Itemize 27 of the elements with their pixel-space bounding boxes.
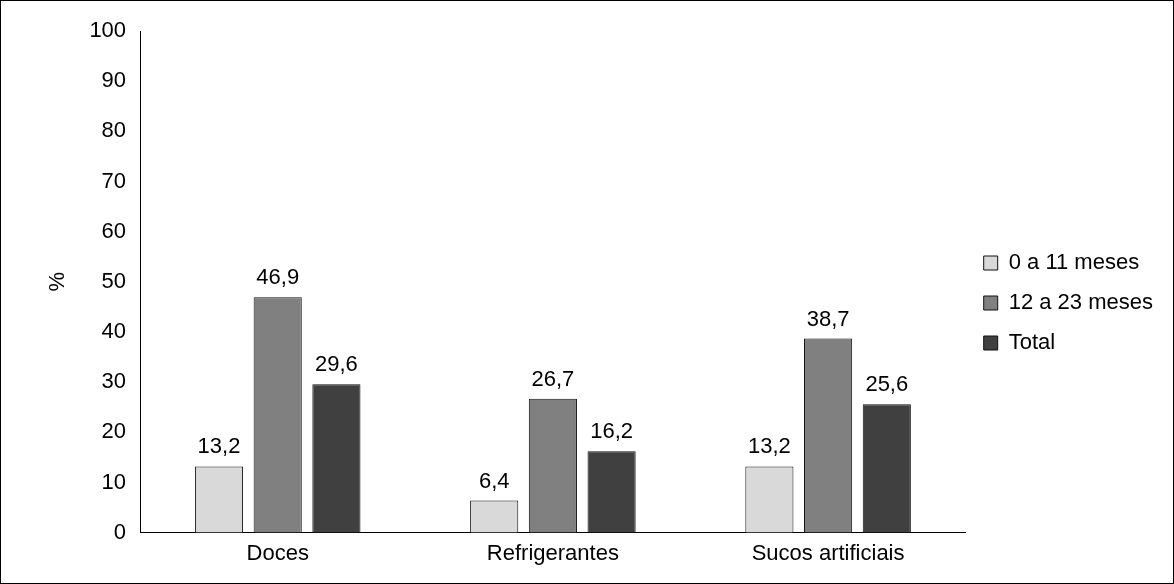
y-tick-label: 60: [101, 217, 127, 243]
x-tick-label: Sucos artificiais: [751, 539, 905, 565]
y-tick-label: 90: [101, 67, 127, 93]
data-label: 13,2: [197, 433, 241, 459]
legend-label: 0 a 11 meses: [1008, 249, 1140, 275]
y-tick-label: 20: [101, 418, 127, 444]
y-tick-label: 0: [113, 518, 127, 544]
y-tick-label: 70: [101, 167, 127, 193]
legend-label: Total: [1008, 329, 1056, 355]
y-tick-label: 100: [89, 17, 127, 43]
y-tick-label: 30: [101, 368, 127, 394]
y-tick-label: 50: [101, 267, 127, 293]
data-label: 29,6: [315, 351, 358, 377]
data-label: 46,9: [256, 264, 300, 290]
data-label: 13,2: [747, 433, 791, 459]
data-label: 6,4: [478, 467, 510, 493]
y-tick-label: 10: [101, 468, 127, 494]
x-tick-label: Refrigerantes: [486, 539, 619, 565]
data-label: 26,7: [531, 365, 575, 391]
data-label: 16,2: [590, 418, 634, 444]
legend-label: 12 a 23 meses: [1008, 289, 1153, 315]
data-label: 38,7: [806, 305, 850, 331]
y-tick-label: 80: [101, 117, 127, 143]
y-tick-label: 40: [101, 318, 127, 344]
y-axis-title: %: [44, 272, 70, 292]
data-label: 25,6: [865, 371, 909, 397]
x-tick-label: Doces: [246, 539, 309, 565]
